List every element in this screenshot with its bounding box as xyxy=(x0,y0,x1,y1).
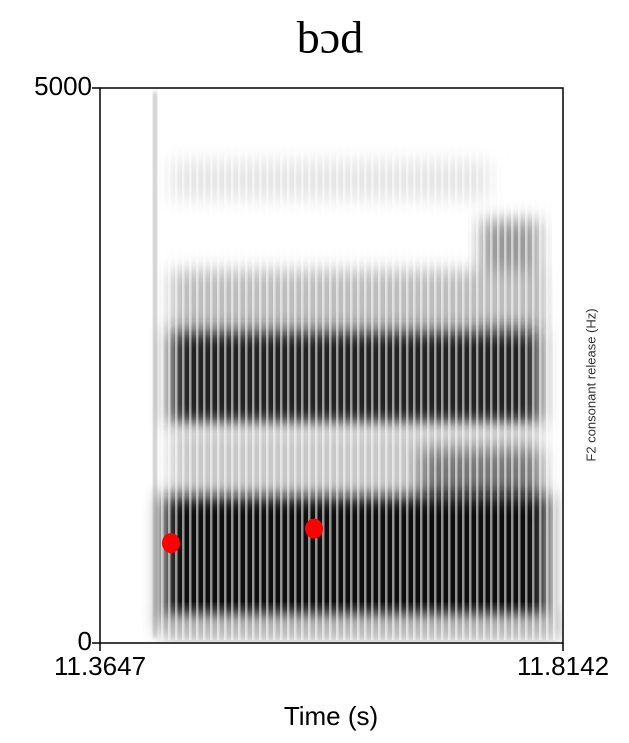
plot-frame xyxy=(99,87,564,644)
point xyxy=(305,518,324,539)
spectrogram xyxy=(153,92,560,640)
y-tick-label: 0 xyxy=(78,626,92,656)
point xyxy=(161,533,180,554)
side-label: F2 consonant release (Hz) xyxy=(583,308,598,461)
chart-title: bɔd xyxy=(297,12,363,63)
x-axis-title: Time (s) xyxy=(284,701,378,731)
x-tick-label: 11.8142 xyxy=(517,651,609,681)
y-tick-label: 5000 xyxy=(34,71,92,101)
x-tick-label: 11.3647 xyxy=(54,651,146,681)
